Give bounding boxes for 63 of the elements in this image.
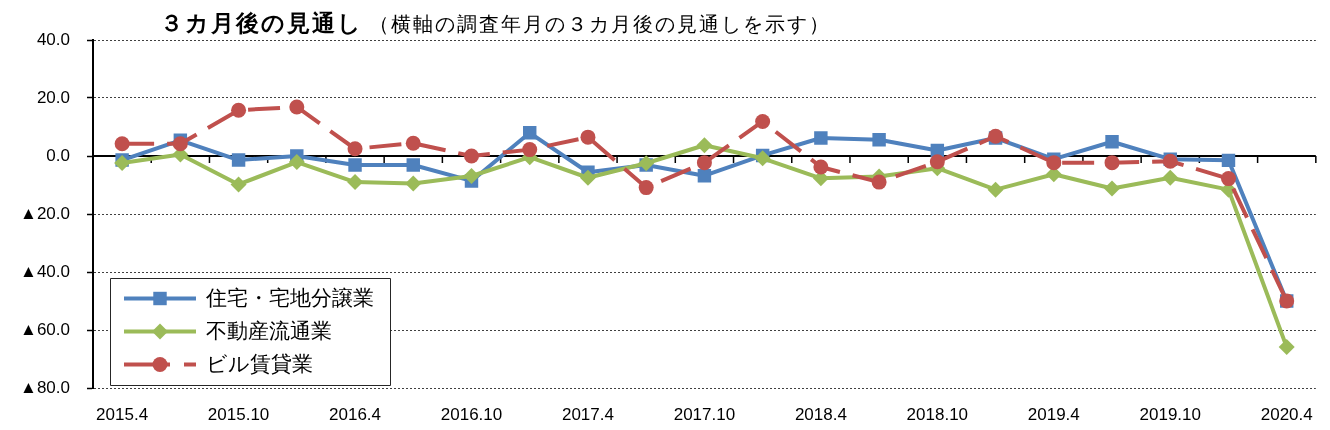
point bbox=[755, 113, 771, 129]
point bbox=[405, 175, 422, 192]
y-tick-label: ▲40.0 bbox=[20, 261, 70, 281]
legend-label: 住宅・宅地分譲業 bbox=[205, 286, 374, 310]
point bbox=[754, 150, 771, 167]
y-tick-label: ▲60.0 bbox=[20, 319, 70, 339]
point bbox=[1105, 135, 1119, 149]
chart-title: ３カ月後の見通し bbox=[160, 10, 363, 36]
y-tick-label: ▲80.0 bbox=[20, 377, 70, 397]
point bbox=[231, 102, 247, 118]
point bbox=[347, 141, 363, 157]
point bbox=[696, 155, 712, 171]
point bbox=[347, 174, 364, 191]
point bbox=[463, 168, 480, 185]
x-tick-label: 2019.10 bbox=[1139, 404, 1201, 424]
chart-subtitle: （横軸の調査年月の３カ月後の見通しを示す） bbox=[369, 13, 831, 35]
point bbox=[813, 159, 829, 175]
point bbox=[638, 180, 654, 196]
point bbox=[288, 154, 305, 171]
point bbox=[929, 154, 945, 170]
point bbox=[230, 176, 247, 193]
point bbox=[1162, 169, 1179, 186]
x-tick-label: 2019.4 bbox=[1027, 404, 1080, 424]
x-tick-label: 2016.10 bbox=[440, 404, 503, 424]
y-tick-label: 0.0 bbox=[46, 145, 70, 165]
point bbox=[172, 136, 188, 152]
x-tick-label: 2020.4 bbox=[1260, 404, 1313, 424]
y-tick-label: 40.0 bbox=[36, 29, 70, 49]
point bbox=[1104, 155, 1120, 171]
point bbox=[405, 135, 421, 151]
point bbox=[523, 126, 537, 140]
x-tick-label: 2015.10 bbox=[207, 404, 270, 424]
point bbox=[987, 181, 1004, 198]
point bbox=[348, 158, 362, 172]
point bbox=[406, 158, 420, 172]
point bbox=[289, 99, 305, 115]
point bbox=[696, 137, 713, 154]
x-tick-label: 2016.4 bbox=[329, 404, 382, 424]
x-tick-label: 2018.10 bbox=[906, 404, 969, 424]
y-tick-label: 20.0 bbox=[36, 87, 70, 107]
point bbox=[1104, 180, 1121, 197]
point bbox=[114, 136, 130, 152]
x-tick-label: 2017.10 bbox=[673, 404, 736, 424]
point bbox=[697, 169, 712, 183]
point bbox=[1046, 155, 1062, 171]
point bbox=[1278, 339, 1295, 356]
point bbox=[522, 142, 538, 158]
legend-label: 不動産流通業 bbox=[206, 319, 332, 343]
point bbox=[464, 148, 479, 164]
point bbox=[579, 169, 596, 186]
legend-label: ビル賃貸業 bbox=[206, 352, 313, 376]
point bbox=[1220, 171, 1236, 187]
x-tick-label: 2015.4 bbox=[96, 404, 149, 424]
point bbox=[114, 154, 131, 171]
point bbox=[231, 153, 246, 167]
point bbox=[580, 129, 596, 145]
y-tick-label: ▲20.0 bbox=[20, 203, 70, 223]
point bbox=[872, 133, 886, 147]
point bbox=[814, 131, 828, 145]
point bbox=[1221, 153, 1236, 168]
x-tick-label: 2017.4 bbox=[561, 404, 614, 424]
x-tick-label: 2018.4 bbox=[794, 404, 847, 424]
point bbox=[871, 174, 887, 190]
